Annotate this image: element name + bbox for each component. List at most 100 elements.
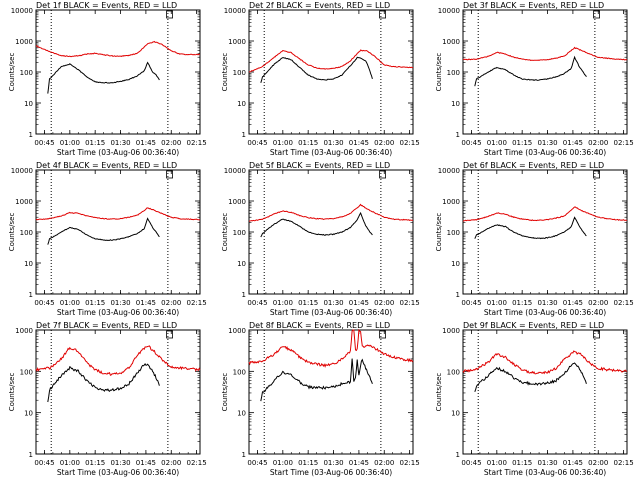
x-tick-label: 02:15 (187, 459, 207, 467)
x-tick-label: 01:00 (487, 459, 507, 467)
y-tick-label: 1 (242, 451, 246, 459)
y-tick-label: 10 (24, 410, 33, 418)
panel-7: Det 7f BLACK = Events, RED = LLD 1 10 100 10… (8, 321, 207, 477)
y-tick-label: 1000 (228, 198, 246, 206)
x-tick-label: 02:00 (588, 459, 608, 467)
panel-title: Det 4f BLACK = Events, RED = LLD (36, 161, 177, 170)
x-tick-label: 00:45 (34, 139, 54, 147)
x-tick-label: 01:15 (298, 139, 318, 147)
x-tick-label: 02:00 (374, 299, 394, 307)
x-axis-label: Start Time (03-Aug-06 00:36:40) (57, 468, 179, 477)
series-line-red (35, 40, 201, 58)
y-tick-label: 1 (29, 131, 33, 139)
y-tick-label: 10000 (224, 7, 246, 15)
series-line-black (474, 216, 587, 240)
frame-marker (593, 170, 600, 179)
y-tick-label: 10000 (11, 7, 33, 15)
y-tick-label: 1000 (442, 38, 460, 46)
x-tick-label: 01:45 (563, 299, 583, 307)
plot-frame (248, 169, 414, 295)
x-tick-label: 00:45 (247, 299, 267, 307)
x-tick-label: 01:00 (60, 299, 80, 307)
x-tick-label: 01:00 (60, 459, 80, 467)
y-tick-label: 10000 (224, 167, 246, 175)
y-tick-label: 1 (456, 291, 460, 299)
x-axis-label: Start Time (03-Aug-06 00:36:40) (270, 148, 392, 157)
series-line-black (260, 211, 373, 238)
y-tick-label: 1 (29, 451, 33, 459)
panel-9: Det 9f BLACK = Events, RED = LLD 1 10 100 10… (435, 321, 634, 477)
x-tick-label: 00:45 (34, 299, 54, 307)
x-tick-label: 01:45 (136, 139, 156, 147)
series-line-black (260, 56, 373, 83)
panel-title: Det 9f BLACK = Events, RED = LLD (463, 321, 604, 330)
x-tick-label: 02:00 (161, 139, 181, 147)
plot-frame (248, 329, 414, 455)
y-tick-label: 10 (451, 410, 460, 418)
plot-frame (248, 9, 414, 135)
series-line-black (47, 61, 160, 94)
x-tick-label: 02:00 (588, 299, 608, 307)
x-tick-label: 00:45 (247, 139, 267, 147)
y-tick-label: 1 (456, 131, 460, 139)
plot-frame (462, 169, 628, 295)
x-tick-label: 01:15 (512, 139, 532, 147)
x-tick-label: 01:00 (60, 139, 80, 147)
frame-marker (379, 170, 386, 179)
y-tick-label: 10 (451, 260, 460, 268)
x-tick-label: 01:15 (512, 459, 532, 467)
x-tick-label: 02:15 (614, 459, 634, 467)
series-line-red (462, 206, 628, 222)
x-axis-label: Start Time (03-Aug-06 00:36:40) (270, 308, 392, 317)
x-tick-label: 00:45 (461, 139, 481, 147)
y-axis-label: Counts/sec (221, 213, 229, 252)
series-line-red (35, 207, 201, 221)
x-tick-label: 02:15 (614, 299, 634, 307)
y-axis-label: Counts/sec (8, 373, 16, 412)
series-line-red (249, 203, 413, 222)
frame-marker (166, 170, 173, 179)
x-tick-label: 02:00 (161, 459, 181, 467)
x-tick-label: 02:00 (374, 139, 394, 147)
x-tick-label: 01:00 (273, 139, 293, 147)
y-tick-label: 10 (237, 260, 246, 268)
x-tick-label: 01:45 (563, 139, 583, 147)
x-axis-label: Start Time (03-Aug-06 00:36:40) (484, 308, 606, 317)
y-tick-label: 1 (242, 291, 246, 299)
y-axis-label: Counts/sec (8, 53, 16, 92)
y-tick-label: 10 (24, 100, 33, 108)
x-tick-label: 01:15 (298, 459, 318, 467)
x-tick-label: 01:45 (349, 139, 369, 147)
panel-title: Det 5f BLACK = Events, RED = LLD (249, 161, 390, 170)
y-tick-label: 1000 (15, 198, 33, 206)
panel-title: Det 6f BLACK = Events, RED = LLD (463, 161, 604, 170)
x-tick-label: 01:45 (349, 299, 369, 307)
y-axis-label: Counts/sec (221, 373, 229, 412)
y-tick-label: 1000 (442, 327, 460, 335)
series-line-black (47, 217, 160, 245)
series-line-black (260, 358, 373, 402)
x-axis-label: Start Time (03-Aug-06 00:36:40) (57, 308, 179, 317)
y-tick-label: 10 (237, 100, 246, 108)
x-tick-label: 01:30 (110, 299, 130, 307)
x-tick-label: 00:45 (34, 459, 54, 467)
x-tick-label: 01:30 (323, 299, 343, 307)
y-tick-label: 10 (24, 260, 33, 268)
y-tick-label: 100 (447, 229, 460, 237)
x-axis-label: Start Time (03-Aug-06 00:36:40) (270, 468, 392, 477)
panel-2: Det 2f BLACK = Events, RED = LLD 1 10 100 10… (221, 1, 420, 157)
frame-marker (379, 330, 386, 339)
x-tick-label: 01:15 (298, 299, 318, 307)
y-axis-label: Counts/sec (8, 213, 16, 252)
x-tick-label: 01:15 (512, 299, 532, 307)
x-tick-label: 02:15 (614, 139, 634, 147)
y-tick-label: 100 (20, 229, 33, 237)
y-tick-label: 100 (233, 69, 246, 77)
panel-title: Det 2f BLACK = Events, RED = LLD (249, 1, 390, 10)
x-tick-label: 02:15 (187, 299, 207, 307)
y-tick-label: 100 (447, 69, 460, 77)
x-tick-label: 01:15 (85, 299, 105, 307)
x-tick-label: 01:00 (487, 299, 507, 307)
panel-title: Det 3f BLACK = Events, RED = LLD (463, 1, 604, 10)
y-tick-label: 1000 (228, 38, 246, 46)
